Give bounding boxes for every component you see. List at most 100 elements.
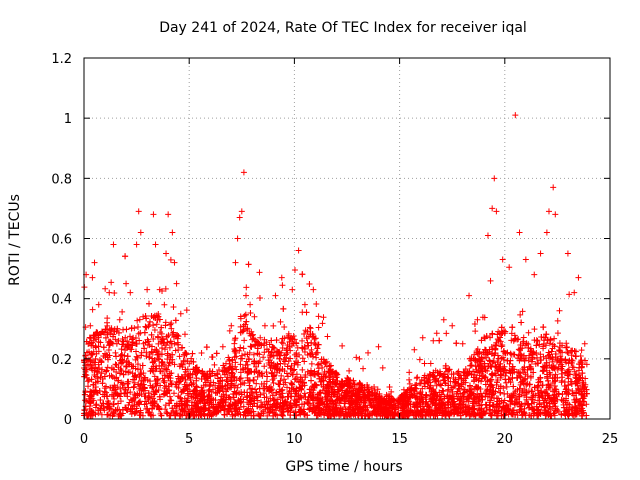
data-point-bg [356, 355, 363, 362]
data-point-bg [248, 368, 255, 375]
data-point-bg [374, 386, 381, 393]
data-point-bg [148, 343, 155, 350]
data-point-bg [245, 405, 252, 412]
data-point-bg [311, 335, 318, 342]
data-point-bg [503, 402, 510, 409]
data-point-bg [362, 407, 369, 414]
data-point-bg [141, 345, 148, 352]
data-point-bg [508, 337, 515, 344]
data-point-bg [215, 401, 222, 408]
data-point-bg [329, 383, 336, 390]
data-point-bg [155, 334, 162, 341]
data-point-bg [256, 412, 263, 419]
data-point-bg [98, 359, 105, 366]
data-point-bg [316, 409, 323, 416]
data-point-bg [545, 377, 552, 384]
data-point-bg [524, 366, 531, 373]
data-point-bg [549, 375, 556, 382]
data-point-bg [299, 355, 306, 362]
data-point-bg [128, 346, 135, 353]
data-point-bg [87, 393, 94, 400]
data-point-bg [134, 361, 141, 368]
data-point-bg [492, 350, 499, 357]
data-point-bg [534, 338, 541, 345]
data-point-bg [286, 338, 293, 345]
data-point-bg [225, 354, 232, 361]
data-point-bg [166, 360, 173, 367]
data-point-bg [203, 344, 210, 351]
data-point-bg [564, 349, 571, 356]
data-point-bg [129, 406, 136, 413]
data-point-bg [313, 404, 320, 411]
data-point-bg [426, 409, 433, 416]
data-point-bg [549, 356, 556, 363]
data-point-bg [525, 357, 532, 364]
data-point-bg [189, 350, 196, 357]
data-point-bg [162, 402, 169, 409]
data-point-bg [296, 409, 303, 416]
data-point-bg [487, 378, 494, 385]
data-point-bg [573, 396, 580, 403]
data-point-bg [329, 373, 336, 380]
data-point-bg [448, 371, 455, 378]
data-point-bg [217, 407, 224, 414]
data-point-bg [440, 400, 447, 407]
data-point-bg [493, 379, 500, 386]
data-point-bg [247, 385, 254, 392]
data-point-bg [304, 328, 311, 335]
data-point-bg [108, 365, 115, 372]
data-point-bg [565, 412, 572, 419]
data-point-bg [468, 362, 475, 369]
data-point-bg [482, 347, 489, 354]
data-point-bg [511, 336, 518, 343]
data-point-bg [92, 387, 99, 394]
data-point-bg [175, 341, 182, 348]
data-point-bg [197, 399, 204, 405]
data-point-bg [308, 360, 315, 367]
data-point-bg [507, 379, 514, 386]
data-point-bg [546, 355, 553, 362]
data-point-bg [493, 342, 500, 349]
data-point-bg [188, 393, 195, 400]
data-point-bg [456, 396, 463, 403]
data-point-bg [487, 277, 494, 284]
data-point-bg [498, 343, 505, 350]
data-point-bg [543, 359, 550, 366]
data-point-bg [132, 394, 139, 401]
data-point-bg [112, 407, 119, 414]
data-point-bg [422, 412, 429, 419]
data-point-bg [264, 373, 271, 380]
data-point-bg [236, 375, 243, 382]
data-point-bg [341, 381, 348, 388]
data-point-bg [210, 404, 217, 411]
data-point-bg [485, 362, 492, 369]
data-point-bg [119, 336, 126, 343]
data-point-bg [290, 386, 297, 393]
data-point-bg [171, 390, 178, 397]
data-point-bg [397, 394, 404, 401]
data-point-bg [176, 363, 183, 370]
data-point-bg [497, 389, 504, 396]
data-point-bg [150, 368, 157, 375]
data-point-bg [577, 359, 584, 366]
data-point-bg [565, 366, 572, 373]
data-point-bg [88, 339, 95, 346]
data-point-bg [426, 384, 433, 391]
data-point-bg [467, 392, 474, 399]
data-point-bg [214, 371, 221, 378]
data-point-bg [500, 399, 507, 406]
data-point-bg [156, 351, 163, 358]
data-point-bg [534, 354, 541, 361]
data-point-bg [306, 386, 313, 393]
data-point-bg [233, 390, 240, 397]
data-point-bg [104, 319, 111, 326]
data-point-bg [182, 376, 189, 383]
data-point-bg [99, 376, 106, 383]
data-point-bg [156, 393, 163, 400]
data-point-bg [183, 398, 190, 405]
data-point-bg [88, 376, 95, 383]
data-point-bg [98, 370, 105, 377]
data-point-bg [430, 388, 437, 395]
data-point-bg [254, 373, 261, 380]
data-point-bg [545, 383, 552, 390]
